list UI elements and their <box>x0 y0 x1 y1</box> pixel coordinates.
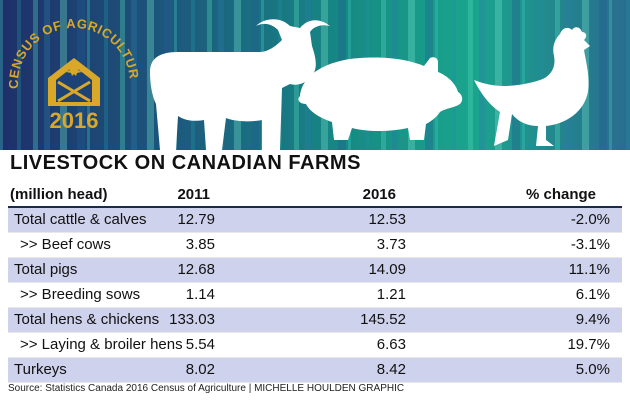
table-row: Total pigs 12.68 14.09 11.1% <box>8 258 622 283</box>
table-row: Turkeys 8.02 8.42 5.0% <box>8 358 622 383</box>
row-label: Turkeys <box>14 361 67 378</box>
table-row: >> Laying & broiler hens 5.54 6.63 19.7% <box>8 333 622 358</box>
cow-icon <box>150 19 330 150</box>
chart-title: LIVESTOCK ON CANADIAN FARMS <box>10 152 361 174</box>
table-row: Total hens & chickens 133.03 145.52 9.4% <box>8 308 622 333</box>
table-header-row: (million head) 2011 2016 % change <box>8 183 622 208</box>
barn-icon <box>48 58 100 106</box>
percent-change: 9.4% <box>575 311 610 328</box>
value-2016: 1.21 <box>376 286 406 303</box>
value-2011: 12.79 <box>177 211 215 228</box>
value-2016: 145.52 <box>360 311 406 328</box>
banner-stripe <box>478 0 485 150</box>
value-2011: 5.54 <box>185 336 215 353</box>
value-2011: 12.68 <box>177 261 215 278</box>
banner-stripe <box>468 0 473 150</box>
row-label: >> Beef cows <box>20 236 111 253</box>
banner-stripe <box>609 0 612 150</box>
banner-stripe <box>120 0 125 150</box>
column-header-change: % change <box>525 186 596 203</box>
banner-stripe <box>522 0 525 150</box>
value-2016: 3.73 <box>376 236 406 253</box>
value-2011: 1.14 <box>185 286 215 303</box>
value-2016: 8.42 <box>376 361 406 378</box>
value-2016: 12.53 <box>368 211 406 228</box>
chicken-icon <box>474 27 590 146</box>
percent-change: 6.1% <box>575 286 610 303</box>
banner-stripe <box>103 0 108 150</box>
census-badge: CENSUS OF AGRICULTURE 2016 <box>6 14 141 133</box>
maple-leaf-icon <box>66 62 82 76</box>
column-header-unit: (million head) <box>10 186 108 203</box>
banner-stripe <box>495 0 502 150</box>
banner-stripe <box>538 0 543 150</box>
banner-stripe <box>43 0 50 150</box>
table-row: Total cattle & calves 12.79 12.53 -2.0% <box>8 208 622 233</box>
livestock-table: (million head) 2011 2016 % change Total … <box>8 183 622 383</box>
header-banner: CENSUS OF AGRICULTURE 2016 <box>0 0 630 150</box>
row-label: >> Breeding sows <box>20 286 141 303</box>
value-2016: 6.63 <box>376 336 406 353</box>
pig-icon <box>298 57 463 140</box>
banner-stripe <box>625 0 630 150</box>
animal-silhouettes <box>150 19 590 150</box>
badge-year: 2016 <box>50 108 99 133</box>
row-label: Total pigs <box>14 261 78 278</box>
percent-change: -3.1% <box>570 236 610 253</box>
percent-change: -2.0% <box>570 211 610 228</box>
banner-stripe <box>598 0 607 150</box>
column-header-2016: 2016 <box>362 186 396 203</box>
percent-change: 5.0% <box>575 361 610 378</box>
table-body: Total cattle & calves 12.79 12.53 -2.0% >> B… <box>8 208 622 383</box>
banner-stripe <box>451 0 456 150</box>
row-label: Total cattle & calves <box>14 211 147 228</box>
row-label: Total hens & chickens <box>14 311 160 328</box>
row-label: >> Laying & broiler hens <box>20 336 183 353</box>
banner-stripe <box>16 0 21 150</box>
table-row: >> Beef cows 3.85 3.73 -3.1% <box>8 233 622 258</box>
percent-change: 19.7% <box>567 336 610 353</box>
banner-stripe <box>33 0 38 150</box>
value-2011: 3.85 <box>185 236 215 253</box>
percent-change: 11.1% <box>568 261 610 278</box>
value-2016: 14.09 <box>368 261 406 278</box>
banner-stripe <box>130 0 137 150</box>
banner-stripe <box>511 0 520 150</box>
column-header-2011: 2011 <box>177 186 210 203</box>
banner-stripe <box>0 0 3 150</box>
value-2011: 8.02 <box>185 361 215 378</box>
table-row: >> Breeding sows 1.14 1.21 6.1% <box>8 283 622 308</box>
value-2011: 133.03 <box>169 311 215 328</box>
source-credit: Source: Statistics Canada 2016 Census of… <box>8 383 405 394</box>
